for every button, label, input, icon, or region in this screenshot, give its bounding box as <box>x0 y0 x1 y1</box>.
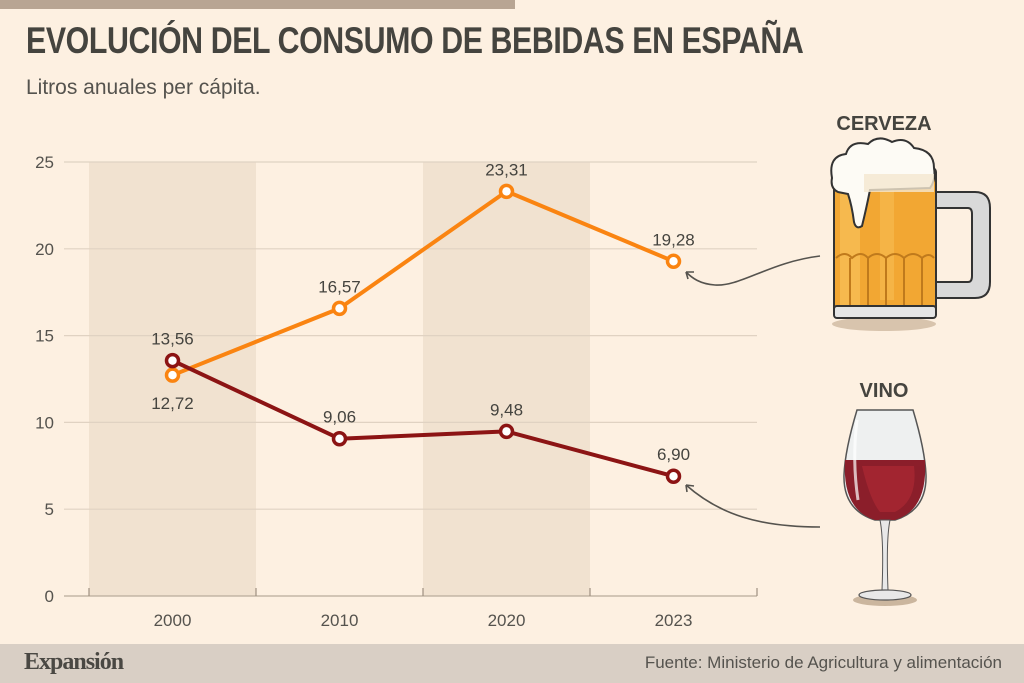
top-accent-bar <box>0 0 515 9</box>
x-tick-label: 2023 <box>655 611 693 630</box>
point-cerveza-2020 <box>498 183 515 200</box>
x-tick-label: 2000 <box>154 611 192 630</box>
alternating-bands <box>89 162 590 596</box>
point-cerveza-2023 <box>665 253 682 270</box>
y-tick-label: 25 <box>35 153 54 172</box>
point-vino-2010 <box>331 430 348 447</box>
beer-arrow-head <box>685 271 694 280</box>
data-label-cerveza-2000: 12,72 <box>151 394 194 413</box>
x-tick-label: 2020 <box>488 611 526 630</box>
point-cerveza-2000 <box>164 367 181 383</box>
y-tick-label: 5 <box>45 500 54 519</box>
data-labels: 12,72 16,57 23,31 19,28 13,56 9,06 9,48 6,90 <box>151 160 695 464</box>
wine-glass-icon <box>843 409 927 606</box>
series-points <box>164 183 682 484</box>
x-tick-label: 2010 <box>321 611 359 630</box>
point-vino-2023 <box>665 468 682 484</box>
wine-arrow-head <box>685 484 695 493</box>
y-tick-label: 10 <box>35 413 54 432</box>
line-vino <box>171 358 675 479</box>
beer-arrow <box>685 255 821 286</box>
data-label-cerveza-2020: 23,31 <box>485 160 528 179</box>
data-label-vino-2010: 9,06 <box>323 408 356 427</box>
x-axis: 2000 2010 2020 2023 <box>88 588 758 630</box>
y-tick-label: 15 <box>35 327 54 346</box>
data-label-cerveza-2023: 19,28 <box>652 230 695 249</box>
y-tick-label: 0 <box>45 587 54 606</box>
data-label-vino-2020: 9,48 <box>490 400 523 419</box>
point-vino-2000 <box>164 352 181 369</box>
footer-bar: Expansión Fuente: Ministerio de Agricult… <box>0 644 1024 683</box>
beer-label: CERVEZA <box>836 113 931 135</box>
data-label-vino-2023: 6,90 <box>657 445 690 464</box>
source-note: Fuente: Ministerio de Agricultura y alim… <box>644 653 1002 672</box>
chart-title: EVOLUCIÓN DEL CONSUMO DE BEBIDAS EN ESPA… <box>26 20 804 61</box>
wine-label: VINO <box>860 380 909 402</box>
y-axis-ticks: 0 5 10 15 20 25 <box>35 153 54 606</box>
data-label-cerveza-2010: 16,57 <box>318 277 361 296</box>
point-vino-2020 <box>498 423 515 440</box>
line-cerveza <box>171 189 675 378</box>
brand-logo: Expansión <box>24 649 124 675</box>
wine-arrow <box>685 484 821 528</box>
beer-mug-icon <box>830 137 991 331</box>
y-tick-label: 20 <box>35 240 54 259</box>
chart-subtitle: Litros anuales per cápita. <box>26 76 261 99</box>
band-2020 <box>423 162 590 596</box>
series-lines <box>171 189 675 479</box>
data-label-vino-2000: 13,56 <box>151 330 194 349</box>
point-cerveza-2010 <box>331 300 348 317</box>
